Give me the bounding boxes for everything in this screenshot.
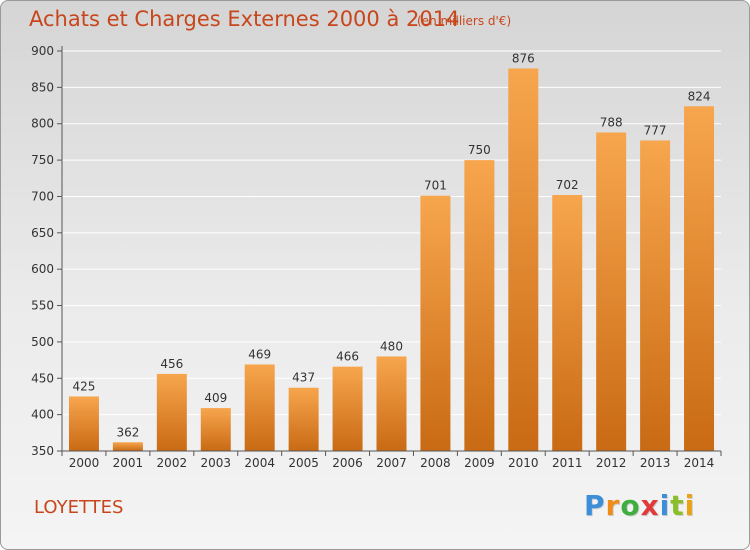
y-tick-label: 900 <box>31 44 54 58</box>
y-tick-label: 800 <box>31 117 54 131</box>
x-tick-label: 2006 <box>332 456 363 470</box>
y-tick-label: 500 <box>31 335 54 349</box>
x-tick-label: 2004 <box>244 456 275 470</box>
commune-name: LOYETTES <box>34 497 124 518</box>
value-label: 456 <box>160 357 183 371</box>
value-label: 480 <box>380 339 403 353</box>
x-tick-label: 2011 <box>552 456 583 470</box>
value-label: 702 <box>556 178 579 192</box>
x-tick-label: 2013 <box>640 456 671 470</box>
y-tick-label: 850 <box>31 80 54 94</box>
x-tick-label: 2014 <box>684 456 715 470</box>
y-tick-label: 750 <box>31 153 54 167</box>
chart-title: Achats et Charges Externes 2000 à 2014 <box>29 7 460 31</box>
y-tick-label: 450 <box>31 371 54 385</box>
bar-2012 <box>596 132 627 452</box>
bar-2000 <box>68 396 99 451</box>
value-label: 469 <box>248 347 271 361</box>
x-tick-label: 2009 <box>464 456 495 470</box>
bar-2008 <box>420 195 451 451</box>
value-label: 701 <box>424 179 447 193</box>
logo-letter: o <box>620 489 641 522</box>
bar-2003 <box>200 408 231 451</box>
bar-2007 <box>376 356 407 451</box>
bar-2010 <box>508 68 539 452</box>
value-label: 437 <box>292 371 315 385</box>
chart-subtitle: (en milliers d'€) <box>417 14 512 28</box>
value-label: 876 <box>512 51 535 65</box>
bars <box>68 68 715 452</box>
value-label: 466 <box>336 350 359 364</box>
bar-2005 <box>288 387 319 451</box>
x-tick-label: 2002 <box>157 456 188 470</box>
logo-letter: i <box>659 489 671 522</box>
y-tick-label: 550 <box>31 299 54 313</box>
bar-2013 <box>640 140 671 452</box>
value-label: 777 <box>644 123 667 137</box>
x-tick-label: 2007 <box>376 456 407 470</box>
bar-2004 <box>244 364 275 451</box>
logo-letter: P <box>584 489 606 522</box>
y-tick-label: 650 <box>31 226 54 240</box>
x-axis-ticks: 2000 2001 2002 2003 2004 2005 2006 2007 2008 2009… <box>61 451 722 470</box>
y-tick-label: 600 <box>31 262 54 276</box>
x-tick-label: 2010 <box>508 456 539 470</box>
logo-letter: t <box>670 489 685 522</box>
value-label: 750 <box>468 143 491 157</box>
y-tick-label: 400 <box>31 408 54 422</box>
bar-2002 <box>156 373 187 451</box>
value-label: 425 <box>73 379 96 393</box>
x-tick-label: 2005 <box>288 456 319 470</box>
x-tick-label: 2001 <box>113 456 144 470</box>
bar-2006 <box>332 366 363 451</box>
y-tick-label: 700 <box>31 189 54 203</box>
proxiti-logo: Proxiti <box>584 489 695 522</box>
value-label: 824 <box>688 89 711 103</box>
logo-letter: i <box>684 489 696 522</box>
value-label: 362 <box>116 425 139 439</box>
logo-letter: r <box>605 489 621 522</box>
value-labels: 425 362 456 409 469 437 466 480 701 750 876 702 788 7… <box>73 51 711 439</box>
bar-2009 <box>464 160 495 451</box>
y-tick-label: 350 <box>31 444 54 458</box>
value-label: 409 <box>204 391 227 405</box>
x-tick-label: 2008 <box>420 456 451 470</box>
x-tick-label: 2003 <box>200 456 231 470</box>
x-tick-label: 2012 <box>596 456 627 470</box>
bar-2014 <box>684 106 715 451</box>
bar-2001 <box>112 442 143 451</box>
y-axis-ticks: 350 400 450 500 550 600 650 700 750 800 850 900 <box>31 44 62 458</box>
logo-letter: x <box>640 489 660 522</box>
bar-2011 <box>552 195 583 451</box>
value-label: 788 <box>600 115 623 129</box>
x-tick-label: 2000 <box>69 456 100 470</box>
